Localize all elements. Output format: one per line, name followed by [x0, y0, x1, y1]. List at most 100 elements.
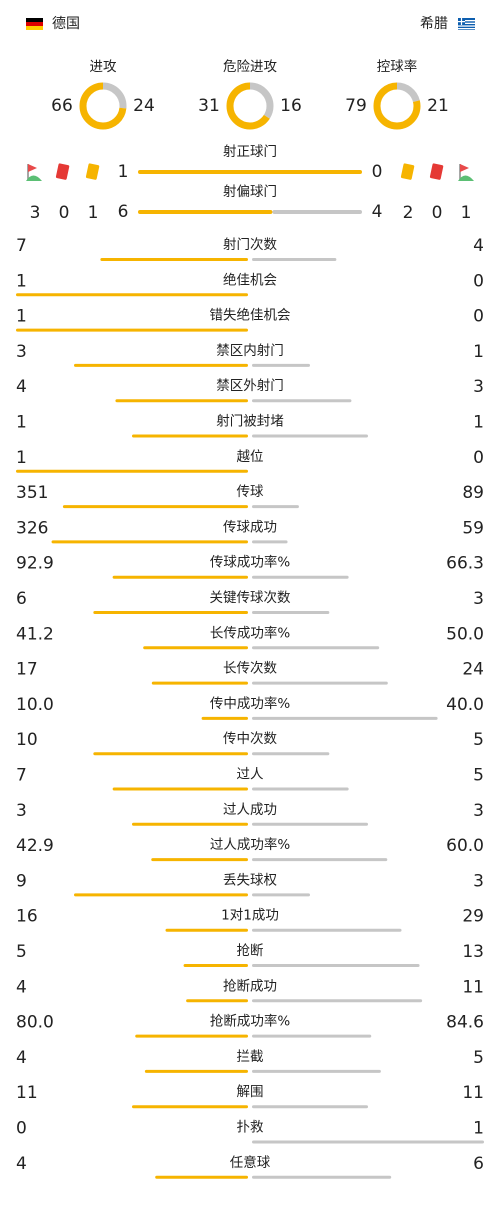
stat-bar-home: [151, 858, 248, 862]
stat-bar-home: [183, 964, 248, 967]
stat-bar-away: [252, 575, 349, 579]
stat-label: 过人成功: [223, 802, 277, 818]
stat-bar-home: [115, 399, 248, 403]
stat-home: 326: [16, 518, 48, 538]
stat-home: 10.0: [16, 695, 54, 715]
summary-home: 31: [198, 96, 220, 116]
stat-away: 1: [473, 1119, 484, 1139]
stat-home: 7: [16, 766, 27, 786]
stat-home: 4: [16, 1154, 27, 1174]
stat-bar-away: [252, 258, 337, 261]
stat-label: 长传次数: [223, 661, 277, 677]
stat-bar-home: [16, 328, 248, 332]
stat-away: 3: [473, 871, 484, 891]
stat-away: 3: [473, 589, 484, 609]
stat-away: 1: [473, 342, 484, 362]
away-icons: [400, 163, 474, 181]
stat-home: 3: [16, 801, 27, 821]
stat-home: 1: [16, 448, 27, 468]
stat-home: 80.0: [16, 1013, 54, 1033]
summary-label: 危险进攻: [223, 59, 277, 75]
stat-away: 29: [462, 907, 484, 927]
stat-home: 1: [16, 271, 27, 291]
stat-label: 禁区外射门: [216, 378, 284, 394]
shots-away: 4: [372, 202, 383, 222]
stat-bar-away: [252, 1034, 372, 1038]
discipline-count: 2: [403, 203, 414, 223]
stat-bar-away: [252, 822, 368, 826]
shots-bar-home: [138, 170, 362, 174]
shots-home: 1: [118, 162, 129, 182]
shots-away: 0: [372, 162, 383, 182]
stat-label: 过人: [237, 767, 264, 783]
stat-label: 越位: [237, 449, 264, 465]
stat-away: 50.0: [446, 624, 484, 644]
stat-home: 5: [16, 942, 27, 962]
stat-away: 0: [473, 448, 484, 468]
stat-away: 60.0: [446, 836, 484, 856]
stat-label: 拦截: [237, 1049, 264, 1065]
stat-home: 4: [16, 377, 27, 397]
home-icons: [26, 163, 100, 181]
discipline-count: 1: [461, 203, 472, 223]
summary-label: 控球率: [377, 58, 418, 75]
stat-bar-away: [252, 1105, 368, 1109]
stat-bar-away: [252, 505, 299, 509]
stat-bar-home: [132, 434, 248, 438]
stat-away: 84.6: [446, 1013, 484, 1033]
stat-bar-away: [252, 363, 310, 367]
stat-away: 3: [473, 377, 484, 397]
stat-bar-home: [74, 363, 248, 367]
stat-bar-home: [16, 293, 248, 297]
shots-label: 射偏球门: [223, 184, 277, 200]
summary-home: 66: [51, 96, 73, 116]
stat-home: 6: [16, 589, 27, 609]
stat-label: 射门被封堵: [216, 414, 284, 430]
stat-home: 0: [16, 1119, 27, 1139]
stat-label: 解围: [237, 1084, 264, 1100]
stat-label: 传中次数: [223, 731, 277, 747]
stat-bar-away: [252, 858, 388, 862]
stat-away: 5: [473, 766, 484, 786]
stat-away: 6: [473, 1154, 484, 1174]
stat-bar-home: [165, 928, 248, 932]
stat-away: 0: [473, 271, 484, 291]
stat-away: 40.0: [446, 695, 484, 715]
shots-bar-away: [272, 210, 362, 214]
shots-bar-home: [138, 210, 273, 214]
stat-away: 5: [473, 730, 484, 750]
away-flag: [458, 18, 475, 30]
stat-label: 禁区内射门: [216, 343, 284, 359]
stat-bar-home: [143, 646, 248, 650]
stat-label: 传球成功: [223, 519, 277, 535]
stat-away: 11: [462, 977, 484, 997]
stat-bar-away: [252, 964, 420, 967]
stat-label: 关键传球次数: [210, 590, 291, 606]
stat-bar-home: [144, 1069, 248, 1073]
discipline-count: 3: [30, 203, 41, 223]
stat-bar-home: [201, 716, 248, 720]
stat-label: 错失绝佳机会: [210, 308, 291, 324]
stat-label: 扑救: [237, 1120, 264, 1136]
stat-bar-away: [252, 1175, 392, 1179]
stat-label: 1对1成功: [221, 908, 279, 924]
donut-home: [226, 82, 274, 130]
stat-bar-home: [155, 1175, 248, 1179]
stat-bar-home: [16, 469, 248, 473]
donut-home: [79, 82, 127, 130]
stat-bar-away: [252, 611, 330, 614]
stat-home: 3: [16, 342, 27, 362]
stat-bar-away: [252, 1140, 484, 1144]
stat-home: 11: [16, 1083, 38, 1103]
stat-home: 9: [16, 871, 27, 891]
stat-bar-away: [252, 893, 310, 897]
stat-label: 传球: [237, 484, 264, 500]
stat-bar-home: [132, 1105, 248, 1109]
stat-bar-home: [135, 1034, 248, 1038]
stat-label: 绝佳机会: [223, 272, 277, 288]
stat-label: 抢断成功率%: [210, 1013, 290, 1030]
stat-bar-home: [100, 258, 248, 261]
stat-label: 过人成功率%: [210, 836, 290, 853]
stat-bar-away: [252, 1069, 381, 1073]
home-team: 德国: [52, 16, 80, 32]
